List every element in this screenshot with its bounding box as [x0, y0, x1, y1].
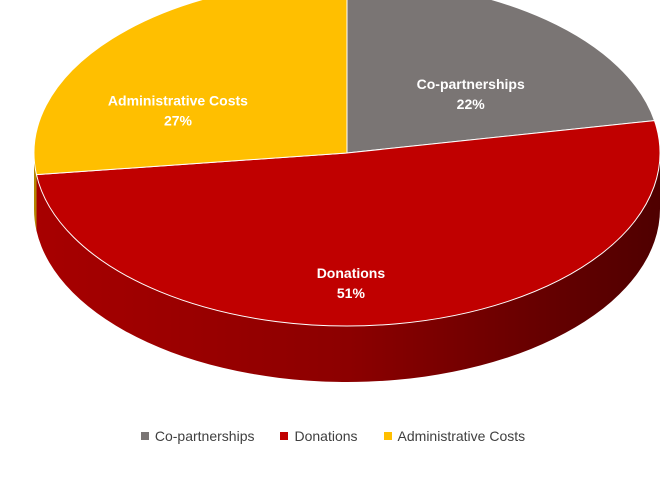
- pie-slice-administrative-costs: [33, 0, 348, 176]
- legend-swatch: [383, 432, 392, 440]
- legend-item-donations: Donations: [280, 428, 358, 444]
- legend-label: Co-partnerships: [154, 428, 255, 444]
- data-label-value-donations: 51%: [337, 285, 366, 301]
- legend-item-administrative-costs: Administrative Costs: [383, 428, 526, 444]
- legend-label: Donations: [294, 428, 358, 444]
- legend-item-co-partnerships: Co-partnerships: [140, 428, 255, 444]
- data-label-value-administrative-costs: 27%: [164, 113, 193, 129]
- pie-data-labels: Co-partnerships 22% Donations 51% Administra…: [108, 76, 525, 301]
- data-label-name-co-partnerships: Co-partnerships: [417, 76, 525, 92]
- data-label-name-donations: Donations: [317, 265, 386, 281]
- pie-top-faces: [33, 0, 661, 327]
- data-label-value-co-partnerships: 22%: [457, 96, 486, 112]
- pie-slice-donations: [35, 120, 661, 327]
- legend-label: Administrative Costs: [397, 428, 526, 444]
- legend-swatch: [140, 432, 149, 440]
- pie-slice-co-partnerships: [346, 0, 655, 154]
- legend: Co-partnerships Donations Administrative C…: [0, 428, 666, 444]
- pie-side-donations: [36, 153, 661, 383]
- data-label-name-administrative-costs: Administrative Costs: [108, 93, 248, 109]
- legend-swatch: [280, 432, 289, 440]
